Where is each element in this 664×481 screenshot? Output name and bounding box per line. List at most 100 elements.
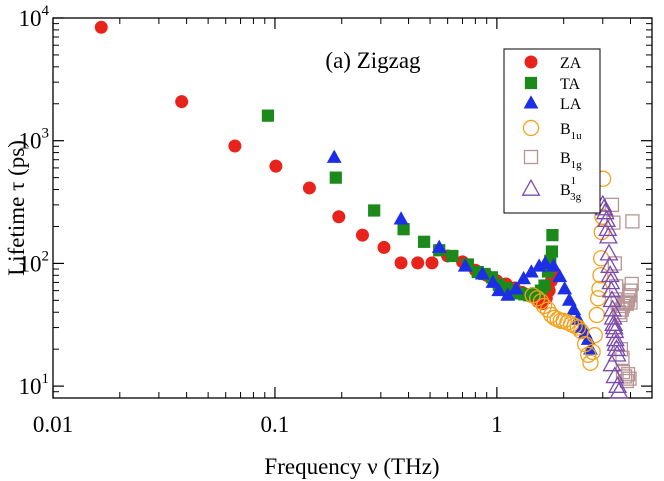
data-point [539, 301, 557, 318]
x-tick-label: 0.01 [33, 412, 73, 437]
data-point [552, 268, 568, 283]
data-point [516, 270, 532, 285]
legend-marker [524, 55, 538, 69]
panel-annotation: (a) Zigzag [325, 48, 421, 73]
data-point [620, 367, 636, 382]
x-tick-label: 1 [491, 412, 503, 437]
data-point [411, 256, 425, 270]
data-point [617, 369, 633, 384]
data-point [269, 159, 283, 173]
data-point [94, 20, 108, 34]
data-point [546, 229, 559, 242]
data-point [485, 274, 501, 288]
legend-box [503, 48, 601, 214]
data-point [446, 249, 459, 263]
data-point [431, 239, 447, 253]
data-point [600, 255, 620, 273]
data-point [604, 313, 624, 331]
y-tick-label: 104 [19, 3, 50, 31]
legend-label: B1g [560, 150, 582, 171]
data-point [601, 280, 621, 298]
data-point [602, 354, 622, 372]
legend-entry: B1u [522, 119, 582, 142]
data-point [474, 266, 490, 280]
legend-marker [523, 95, 539, 109]
data-point [607, 344, 627, 362]
y-tick-label: 102 [19, 248, 50, 276]
data-point [589, 290, 607, 307]
data-point [538, 279, 551, 292]
data-point [557, 281, 573, 295]
data-point [608, 375, 628, 393]
data-point [606, 333, 626, 351]
data-point [598, 226, 618, 244]
data-point [603, 307, 623, 325]
legend: ZA TA LA B1u B1g B1 3g [503, 48, 601, 214]
data-point [605, 329, 625, 347]
y-tick-label: 101 [19, 371, 50, 399]
data-point [368, 204, 381, 217]
data-point [595, 202, 615, 220]
data-point [609, 381, 629, 399]
legend-marker [521, 178, 541, 196]
data-point [394, 256, 408, 270]
data-point [261, 109, 275, 122]
data-point [609, 279, 624, 294]
legend-entry: TA [524, 76, 580, 93]
data-point [302, 181, 316, 195]
data-point [607, 256, 622, 271]
data-point [582, 354, 599, 371]
legend-marker [523, 149, 539, 165]
data-point [425, 256, 439, 270]
data-point [603, 299, 623, 317]
x-axis-label: Frequency ν (THz) [264, 454, 439, 479]
legend-marker [524, 76, 538, 90]
data-point [524, 287, 541, 304]
data-point [332, 210, 346, 224]
data-point [601, 272, 621, 290]
data-point [599, 243, 619, 261]
legend-label: LA [560, 96, 582, 113]
data-point [592, 267, 609, 284]
data-point [326, 149, 342, 163]
data-point [537, 255, 553, 269]
data-point [622, 371, 637, 386]
plot-frame [52, 17, 653, 399]
data-point [175, 95, 189, 109]
data-point [580, 346, 597, 363]
data-point [623, 295, 638, 310]
data-point [500, 287, 516, 301]
data-point [546, 258, 561, 272]
data-point [523, 264, 539, 278]
data-point [566, 301, 582, 316]
legend-entry: ZA [524, 55, 582, 72]
data-point [329, 171, 342, 184]
data-point [588, 306, 605, 324]
legend-label: B1 3g [560, 175, 582, 203]
legend-label: ZA [560, 55, 582, 72]
data-point [561, 292, 577, 306]
legend-entry: B1g [523, 149, 582, 171]
data-point [622, 288, 637, 303]
legend-label: TA [560, 76, 580, 93]
data-point [624, 276, 639, 292]
data-point [457, 258, 473, 272]
x-tick-label: 0.1 [261, 412, 290, 437]
data-point [584, 343, 601, 361]
data-point [569, 319, 587, 336]
data-point [397, 223, 410, 236]
data-point [600, 265, 620, 283]
data-point [545, 245, 559, 258]
data-point [377, 240, 391, 254]
legend-marker [522, 119, 540, 137]
legend-entry: B1 3g [521, 175, 582, 203]
y-tick-label: 103 [19, 126, 50, 154]
data-point [355, 228, 369, 242]
data-point [491, 282, 507, 297]
data-point [625, 214, 640, 229]
data-point [228, 139, 242, 153]
data-point [620, 293, 636, 308]
data-point [417, 235, 431, 248]
series-b3g [593, 194, 629, 399]
